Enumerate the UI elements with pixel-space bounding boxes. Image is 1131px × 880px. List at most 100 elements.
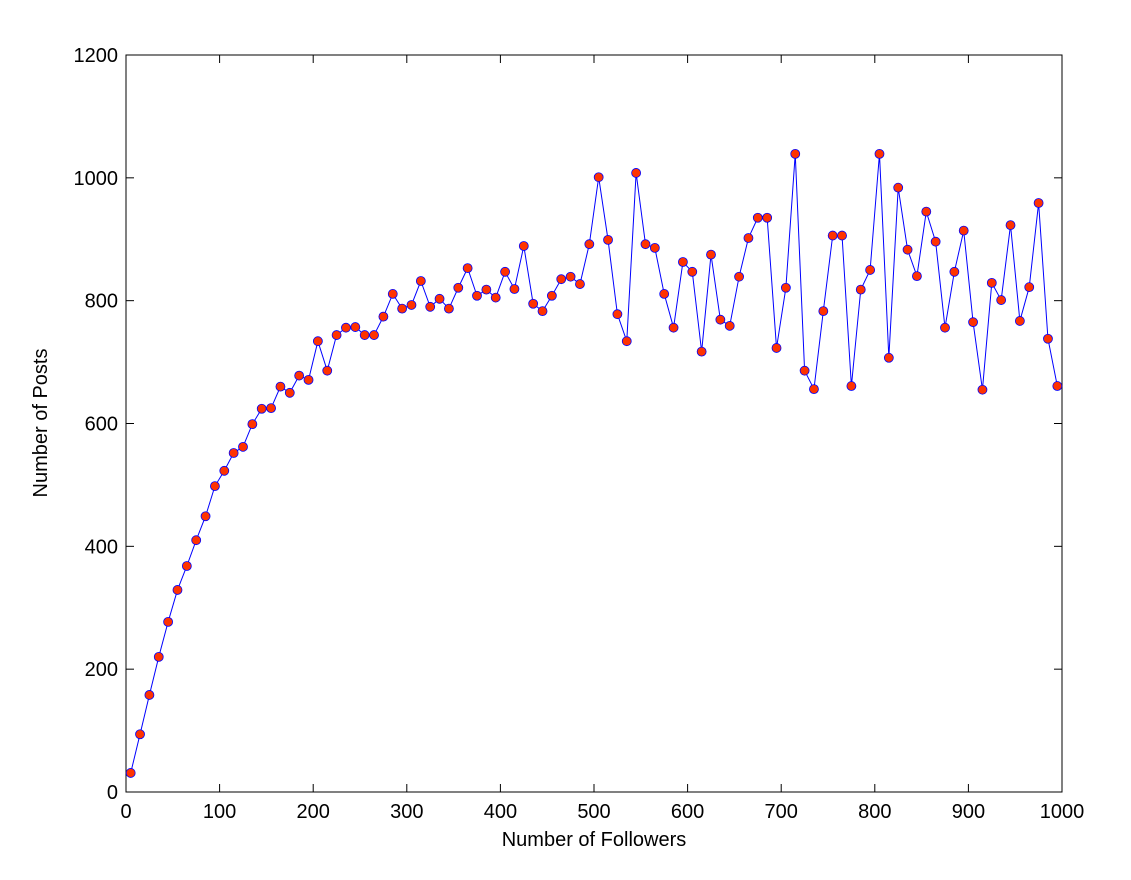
marker bbox=[593, 172, 604, 183]
marker bbox=[603, 234, 613, 245]
marker bbox=[780, 282, 791, 293]
marker bbox=[144, 690, 155, 700]
marker bbox=[425, 301, 436, 312]
marker bbox=[799, 365, 810, 376]
line bbox=[130, 153, 1058, 774]
marker bbox=[687, 266, 698, 277]
marker bbox=[181, 561, 192, 571]
y-tick-label: 1200 bbox=[74, 45, 119, 67]
marker bbox=[472, 290, 482, 301]
marker bbox=[238, 441, 248, 452]
y-tick-label: 200 bbox=[85, 659, 118, 681]
marker bbox=[621, 336, 632, 347]
marker bbox=[556, 274, 567, 285]
marker bbox=[528, 298, 539, 309]
marker bbox=[1024, 282, 1035, 293]
marker bbox=[331, 330, 342, 340]
y-tick-label: 0 bbox=[107, 782, 118, 804]
marker bbox=[855, 284, 866, 295]
marker bbox=[631, 168, 642, 178]
marker bbox=[930, 236, 941, 247]
marker bbox=[266, 403, 276, 414]
x-tick-label: 900 bbox=[952, 801, 985, 823]
marker bbox=[322, 365, 333, 376]
marker bbox=[865, 265, 876, 275]
marker bbox=[949, 266, 960, 277]
marker bbox=[378, 311, 389, 322]
marker bbox=[172, 585, 183, 595]
marker bbox=[771, 343, 782, 353]
marker bbox=[537, 306, 548, 317]
marker bbox=[135, 729, 145, 740]
marker bbox=[940, 322, 950, 333]
y-tick-label: 400 bbox=[85, 536, 118, 558]
y-tick-label: 600 bbox=[85, 414, 118, 436]
marker bbox=[509, 284, 520, 294]
marker bbox=[387, 289, 398, 299]
marker bbox=[902, 244, 913, 255]
marker bbox=[996, 295, 1007, 305]
marker bbox=[649, 242, 660, 253]
x-tick-label: 1000 bbox=[1040, 801, 1085, 823]
marker bbox=[359, 330, 370, 340]
marker bbox=[837, 230, 847, 241]
marker bbox=[893, 182, 904, 193]
marker bbox=[1033, 198, 1044, 208]
marker bbox=[874, 148, 885, 159]
marker bbox=[921, 206, 932, 217]
marker bbox=[163, 616, 174, 627]
marker bbox=[1052, 381, 1063, 391]
x-tick-label: 700 bbox=[765, 801, 798, 823]
marker bbox=[453, 282, 464, 293]
marker bbox=[219, 465, 230, 476]
marker bbox=[406, 300, 417, 310]
marker bbox=[790, 148, 801, 159]
x-tick-label: 0 bbox=[120, 801, 131, 823]
marker bbox=[752, 212, 763, 223]
marker bbox=[546, 290, 557, 301]
x-tick-label: 100 bbox=[203, 801, 236, 823]
marker bbox=[294, 370, 305, 381]
x-tick-label: 200 bbox=[297, 801, 330, 823]
marker bbox=[341, 322, 351, 333]
marker bbox=[153, 651, 164, 662]
x-tick-label: 500 bbox=[577, 801, 610, 823]
marker bbox=[565, 271, 576, 282]
marker bbox=[575, 279, 585, 289]
y-axis-label: Number of Posts bbox=[30, 349, 52, 498]
plot-frame bbox=[125, 54, 1063, 793]
marker bbox=[640, 239, 651, 250]
marker bbox=[706, 249, 716, 260]
marker bbox=[846, 381, 857, 391]
x-tick-label: 800 bbox=[858, 801, 891, 823]
marker bbox=[462, 263, 473, 274]
marker bbox=[369, 330, 379, 340]
marker bbox=[210, 481, 220, 492]
y-tick-label: 800 bbox=[85, 291, 118, 313]
marker bbox=[762, 212, 773, 223]
marker bbox=[696, 346, 707, 357]
marker bbox=[350, 322, 361, 332]
marker bbox=[678, 257, 688, 267]
marker bbox=[715, 314, 726, 325]
marker bbox=[968, 317, 978, 328]
marker bbox=[444, 303, 454, 314]
x-tick-label: 400 bbox=[484, 801, 517, 823]
marker bbox=[584, 239, 595, 250]
marker bbox=[659, 289, 670, 299]
marker bbox=[986, 277, 997, 288]
marker bbox=[668, 322, 679, 333]
marker bbox=[724, 320, 735, 331]
marker bbox=[228, 448, 239, 458]
marker bbox=[883, 352, 894, 363]
marker bbox=[818, 306, 829, 317]
marker bbox=[256, 403, 267, 414]
marker bbox=[200, 511, 211, 522]
x-axis-label: Number of Followers bbox=[502, 829, 687, 851]
marker bbox=[415, 276, 426, 286]
x-tick-label: 300 bbox=[390, 801, 423, 823]
marker bbox=[247, 419, 258, 430]
marker bbox=[734, 271, 744, 282]
marker bbox=[125, 768, 136, 778]
